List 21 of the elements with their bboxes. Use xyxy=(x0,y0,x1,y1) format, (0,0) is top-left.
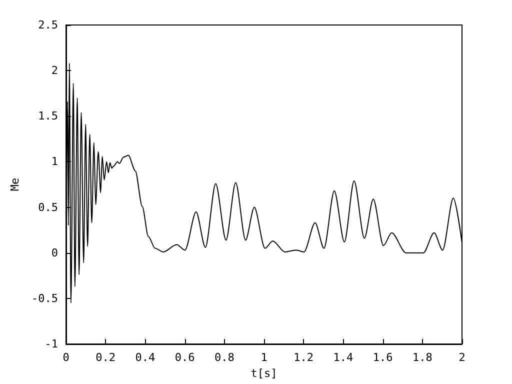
x-axis-title: t[s] xyxy=(250,366,278,380)
y-axis-title: Me xyxy=(8,178,22,192)
x-tick-label: 1.8 xyxy=(412,351,432,364)
y-tick-label: 1 xyxy=(51,155,58,168)
x-tick-label: 1.6 xyxy=(372,351,393,364)
y-tick-label: 1.5 xyxy=(38,110,58,123)
y-tick-label: -0.5 xyxy=(32,292,58,305)
x-tick-label: 1.2 xyxy=(294,351,314,364)
x-tick-label: 0.6 xyxy=(174,351,195,364)
x-tick-label: 1 xyxy=(260,351,268,364)
x-tick-label: 2 xyxy=(458,351,466,364)
y-tick-label: 0 xyxy=(51,246,58,260)
y-tick-label: 2 xyxy=(51,64,58,78)
x-tick-label: 0.8 xyxy=(214,351,234,364)
x-tick-label: 0 xyxy=(62,351,70,364)
y-tick-label: 2.5 xyxy=(38,18,58,32)
x-tick-label: 0.2 xyxy=(96,351,116,364)
y-tick-label: -1 xyxy=(44,338,58,350)
x-tick-label: 1.4 xyxy=(333,351,354,364)
x-tick-label: 0.4 xyxy=(135,351,156,364)
y-tick-label: 0.5 xyxy=(38,200,58,214)
